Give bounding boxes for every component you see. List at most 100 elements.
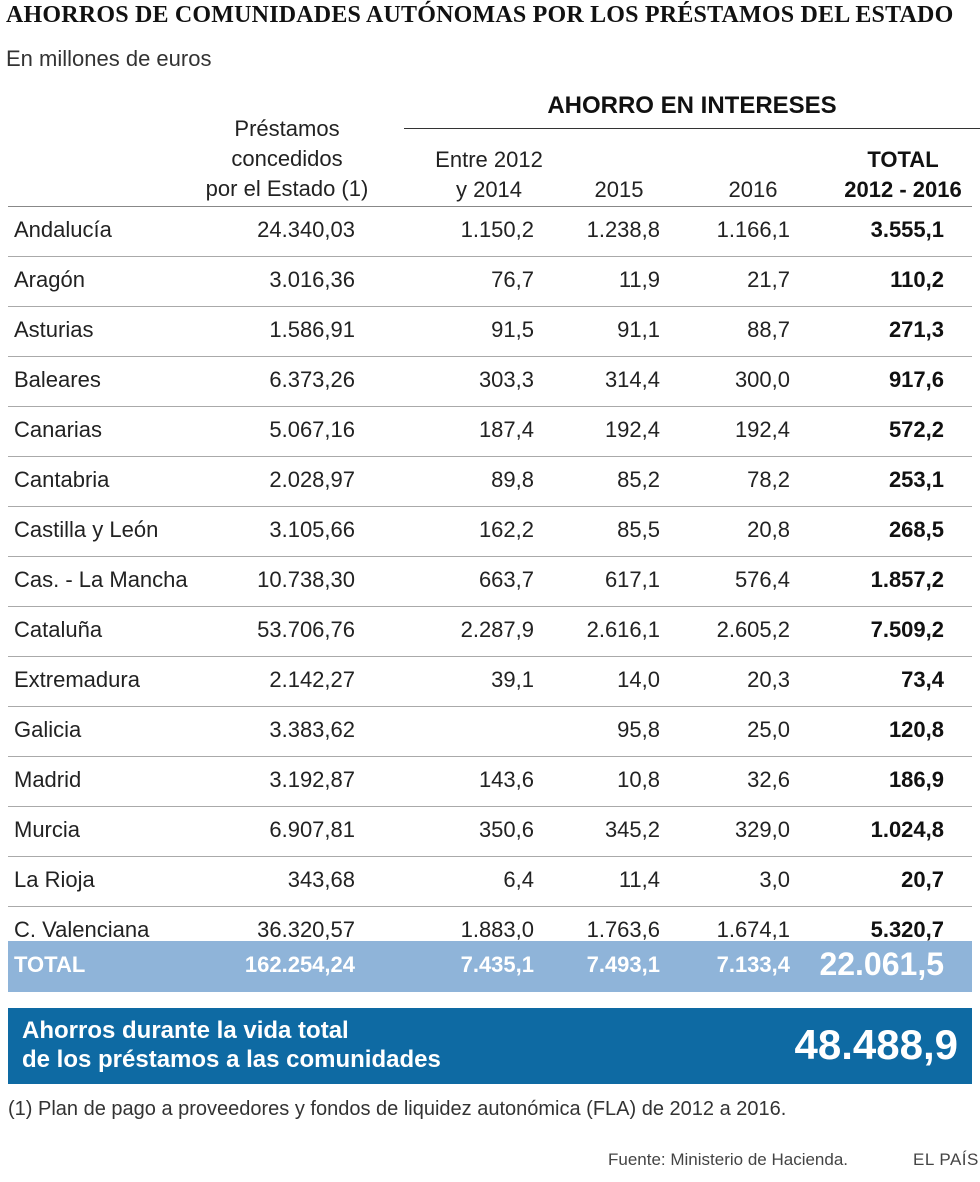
header-prestamos-line1: Préstamos [234, 116, 340, 141]
row-total: 3.555,1 [870, 217, 944, 242]
row-2016: 78,2 [747, 467, 790, 492]
header-divider [8, 206, 972, 207]
row-name: Castilla y León [14, 517, 159, 542]
row-2015: 1.238,8 [586, 217, 660, 242]
row-total: 7.509,2 [870, 617, 944, 642]
total-row-2015: 7.493,1 [586, 952, 660, 977]
chart-title: AHORROS DE COMUNIDADES AUTÓNOMAS POR LOS… [6, 2, 954, 28]
row-total: 120,8 [888, 717, 944, 742]
header-2016: 2016 [728, 177, 778, 202]
row-name: Canarias [14, 417, 103, 442]
row-name: Cataluña [14, 617, 103, 642]
row-2012-2014: 303,3 [478, 367, 534, 392]
row-2015: 1.763,6 [586, 917, 660, 942]
row-2015: 11,9 [618, 267, 660, 292]
row-name: Madrid [14, 767, 82, 792]
total-row: TOTAL 162.254,24 7.435,1 7.493,1 7.133,4… [8, 941, 972, 992]
table-row: Asturias 1.586,91 91,5 91,1 88,7 271,3 [8, 307, 972, 357]
row-2015: 617,1 [604, 567, 660, 592]
brand-logo: EL PAÍS [913, 1150, 979, 1169]
row-total: 186,9 [888, 767, 944, 792]
header-2015: 2015 [594, 177, 644, 202]
lifetime-savings-box: Ahorros durante la vida total de los pré… [8, 1008, 972, 1084]
row-total: 5.320,7 [870, 917, 944, 942]
row-2015: 11,4 [618, 867, 660, 892]
row-prestamos: 343,68 [287, 867, 355, 892]
row-total: 73,4 [901, 667, 944, 692]
row-prestamos: 1.586,91 [269, 317, 355, 342]
row-name: Extremadura [14, 667, 140, 692]
row-2015: 14,0 [617, 667, 660, 692]
row-total: 271,3 [888, 317, 944, 342]
row-total: 917,6 [888, 367, 944, 392]
row-total: 1.024,8 [870, 817, 944, 842]
table-body: Andalucía 24.340,03 1.150,2 1.238,8 1.166,1 3… [8, 207, 972, 957]
row-2015: 192,4 [604, 417, 660, 442]
row-total: 268,5 [888, 517, 944, 542]
row-2015: 314,4 [604, 367, 660, 392]
row-prestamos: 6.373,26 [269, 367, 355, 392]
table-row: Baleares 6.373,26 303,3 314,4 300,0 917,6 [8, 357, 972, 407]
row-prestamos: 2.028,97 [269, 467, 355, 492]
source-credit: Fuente: Ministerio de Hacienda. [608, 1150, 849, 1169]
row-2015: 85,5 [617, 517, 660, 542]
row-total: 572,2 [888, 417, 944, 442]
row-2016: 20,3 [747, 667, 790, 692]
row-2016: 2.605,2 [716, 617, 790, 642]
table-row: Aragón 3.016,36 76,7 11,9 21,7 110,2 [8, 257, 972, 307]
row-total: 1.857,2 [870, 567, 944, 592]
header-total-line1: TOTAL [867, 147, 939, 172]
table-row: Canarias 5.067,16 187,4 192,4 192,4 572,2 [8, 407, 972, 457]
row-2016: 3,0 [759, 867, 790, 892]
row-prestamos: 3.192,87 [269, 767, 355, 792]
row-name: Baleares [14, 367, 101, 392]
table-row: Andalucía 24.340,03 1.150,2 1.238,8 1.166,1 3… [8, 207, 972, 257]
total-row-total: 22.061,5 [819, 946, 944, 982]
row-total: 253,1 [888, 467, 944, 492]
total-row-label: TOTAL [14, 952, 86, 977]
row-2012-2014: 2.287,9 [460, 617, 534, 642]
lifetime-savings-label: Ahorros durante la vida total de los pré… [22, 1016, 441, 1074]
row-2012-2014: 663,7 [478, 567, 534, 592]
table-row: Castilla y León 3.105,66 162,2 85,5 20,8 268,… [8, 507, 972, 557]
header-prestamos: Préstamos concedidos por el Estado (1) [196, 114, 378, 204]
row-2012-2014: 143,6 [478, 767, 534, 792]
lifetime-label-line1: Ahorros durante la vida total [22, 1017, 349, 1044]
row-2015: 10,8 [617, 767, 660, 792]
row-total: 110,2 [890, 267, 944, 292]
row-2012-2014: 89,8 [491, 467, 534, 492]
row-2012-2014: 91,5 [491, 317, 534, 342]
total-row-prestamos: 162.254,24 [244, 952, 355, 977]
row-name: Galicia [14, 717, 82, 742]
header-period: Entre 2012 y 2014 [424, 145, 554, 205]
row-prestamos: 10.738,30 [257, 567, 355, 592]
row-2012-2014: 1.150,2 [460, 217, 534, 242]
row-2015: 345,2 [604, 817, 660, 842]
row-2012-2014: 76,7 [491, 267, 534, 292]
row-name: Asturias [14, 317, 94, 342]
row-2015: 2.616,1 [586, 617, 660, 642]
header-prestamos-line2: concedidos [231, 146, 343, 171]
header-period-line2: y 2014 [455, 177, 523, 202]
row-prestamos: 3.016,36 [269, 267, 355, 292]
footnote: (1) Plan de pago a proveedores y fondos … [8, 1098, 787, 1120]
row-prestamos: 3.383,62 [269, 717, 355, 742]
row-2012-2014: 187,4 [478, 417, 534, 442]
row-2012-2014: 350,6 [478, 817, 534, 842]
row-2016: 1.166,1 [716, 217, 790, 242]
total-row-2016: 7.133,4 [716, 952, 790, 977]
row-prestamos: 24.340,03 [257, 217, 355, 242]
row-prestamos: 3.105,66 [269, 517, 355, 542]
table-row: Madrid 3.192,87 143,6 10,8 32,6 186,9 [8, 757, 972, 807]
table-row: Cantabria 2.028,97 89,8 85,2 78,2 253,1 [8, 457, 972, 507]
table-row: La Rioja 343,68 6,4 11,4 3,0 20,7 [8, 857, 972, 907]
table-row: Cataluña 53.706,76 2.287,9 2.616,1 2.605,2 7.… [8, 607, 972, 657]
row-2016: 329,0 [734, 817, 790, 842]
header-total-line2: 2012 - 2016 [844, 177, 962, 202]
table-row: Extremadura 2.142,27 39,1 14,0 20,3 73,4 [8, 657, 972, 707]
row-name: Cantabria [14, 467, 110, 492]
row-2016: 88,7 [747, 317, 790, 342]
row-2016: 300,0 [734, 367, 790, 392]
row-2016: 25,0 [747, 717, 790, 742]
row-prestamos: 6.907,81 [269, 817, 355, 842]
